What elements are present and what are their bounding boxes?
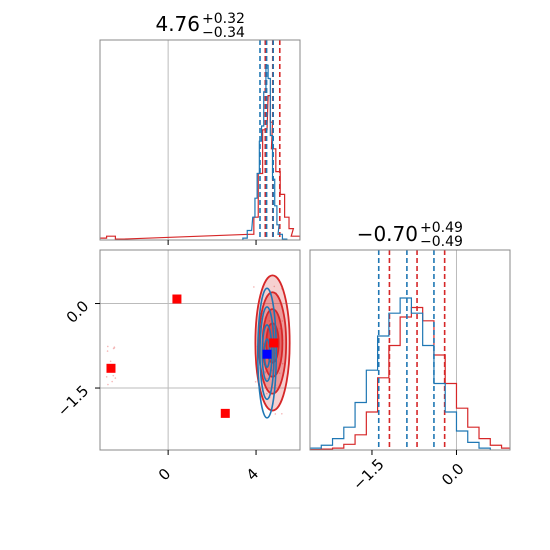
histogram-series-2 [242,64,288,240]
sample-point [254,380,257,383]
title-median-1: 4.76 [155,12,200,36]
sample-point [107,345,109,348]
y-tick-label: 0.0 [63,297,93,327]
sample-point [111,380,113,383]
marginal-panel-2: −0.70 +0.49 −0.49 −1.5 0.0 [309,220,511,494]
red-square-marker-4 [269,338,279,348]
title-plus-2: +0.49 [420,220,463,236]
sample-point [107,383,109,386]
sample-point [273,285,276,288]
sample-point [253,286,255,288]
x-tick-label: 4 [243,465,262,484]
sample-point [264,370,266,373]
sample-point [266,377,268,380]
histogram-series-1 [310,306,510,450]
sample-point [281,362,284,365]
title-minus-2: −0.49 [420,234,463,250]
blue-contour-level-2 [261,324,273,383]
marginal-panel-1: 4.76 +0.32 −0.34 [99,11,301,245]
title-median-2: −0.70 [357,222,418,246]
axes-frame-2 [309,249,511,451]
sample-point [105,376,108,378]
sample-point [266,392,268,395]
red-square-marker-2 [106,363,116,373]
sample-point [113,346,116,348]
title-plus-1: +0.32 [202,11,245,27]
x-tick-label: 0.0 [438,460,468,490]
title-minus-1: −0.34 [202,25,245,41]
sample-point [264,371,267,374]
blue-contour-level-3 [259,306,275,401]
sample-point [274,413,277,415]
blue-contour-level-4 [257,287,278,419]
y-tick-label: −1.5 [54,382,92,420]
red-square-marker-3 [220,408,230,418]
sample-point [281,412,283,415]
joint-panel: 0 4 0.0 −1.5 [54,249,301,484]
sample-point [281,320,284,322]
red-square-marker-1 [172,294,182,304]
histogram-series-2 [310,297,491,450]
axes-frame-1 [99,39,301,241]
sample-point [268,320,271,322]
blue-square-marker [262,349,272,359]
x-tick-label: −1.5 [349,455,387,493]
histogram-series-1 [100,95,300,240]
sample-point [106,350,109,352]
sample-point [112,374,115,377]
sample-point [109,360,112,363]
x-tick-label: 0 [155,465,174,484]
sample-point [114,377,117,379]
axes-frame-joint [99,249,301,451]
sample-point [278,372,281,374]
